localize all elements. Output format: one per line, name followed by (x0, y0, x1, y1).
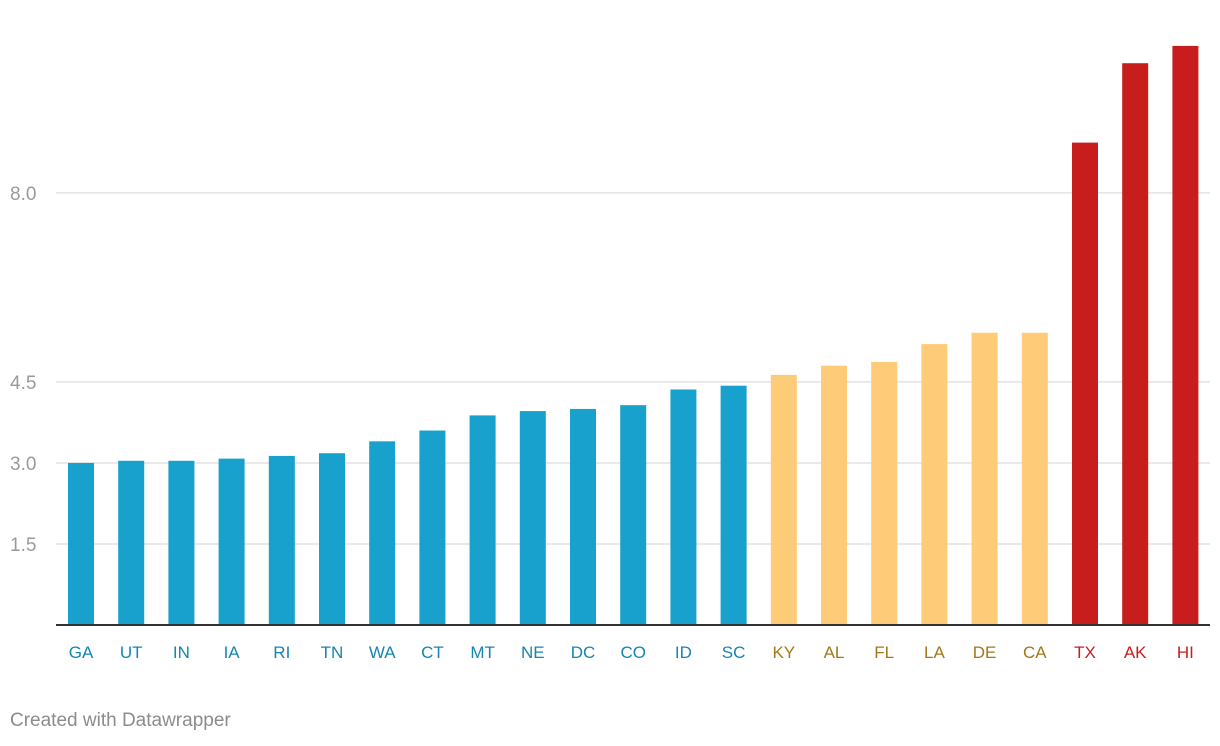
bar-chart: 1.5 3.0 4.5 8.0 GA UT IN IA RI TN WA CT MT NE DC CO ID S… (10, 45, 1210, 662)
bar-ky[interactable] (770, 374, 797, 625)
category-labels: GA UT IN IA RI TN WA CT MT NE DC CO ID SC KY AL FL LA DE CA… (69, 643, 1194, 662)
x-label-co: CO (620, 643, 646, 662)
x-label-hi: HI (1177, 643, 1194, 662)
x-label-id: ID (675, 643, 692, 662)
bar-wa[interactable] (369, 441, 396, 625)
bar-ak[interactable] (1122, 63, 1149, 625)
x-label-ky: KY (772, 643, 795, 662)
bar-ga[interactable] (68, 462, 94, 625)
bar-co[interactable] (620, 405, 647, 625)
bar-tx[interactable] (1072, 142, 1098, 625)
bar-la[interactable] (921, 344, 948, 625)
x-label-dc: DC (571, 643, 596, 662)
bar-fl[interactable] (871, 361, 898, 625)
x-label-ia: IA (224, 643, 241, 662)
x-label-sc: SC (722, 643, 746, 662)
x-label-ga: GA (69, 643, 94, 662)
bar-hi[interactable] (1172, 45, 1199, 626)
bar-ct[interactable] (419, 430, 446, 625)
y-tick-label: 4.5 (10, 373, 36, 394)
x-label-ak: AK (1124, 643, 1147, 662)
bar-dc[interactable] (570, 408, 596, 625)
bar-in[interactable] (168, 460, 195, 625)
x-label-ne: NE (521, 643, 545, 662)
bars (68, 45, 1199, 626)
y-tick-label: 3.0 (10, 454, 36, 475)
y-tick-label: 8.0 (10, 184, 36, 205)
bar-ri[interactable] (268, 455, 295, 625)
x-label-ct: CT (421, 643, 444, 662)
x-label-ri: RI (273, 643, 290, 662)
x-label-tx: TX (1074, 643, 1096, 662)
bar-al[interactable] (821, 365, 847, 625)
y-tick-label: 1.5 (10, 535, 36, 556)
x-label-de: DE (973, 643, 997, 662)
bar-id[interactable] (670, 389, 697, 625)
bar-ca[interactable] (1021, 332, 1048, 625)
datawrapper-credit[interactable]: Created with Datawrapper (10, 710, 231, 731)
bar-tn[interactable] (319, 453, 345, 625)
x-label-tn: TN (321, 643, 344, 662)
bar-mt[interactable] (469, 415, 496, 625)
bar-de[interactable] (971, 332, 998, 625)
bar-ut[interactable] (118, 460, 145, 625)
x-label-al: AL (824, 643, 845, 662)
bar-sc[interactable] (720, 385, 747, 625)
x-label-in: IN (173, 643, 190, 662)
x-label-fl: FL (874, 643, 894, 662)
x-label-la: LA (924, 643, 945, 662)
x-label-ca: CA (1023, 643, 1047, 662)
x-label-ut: UT (120, 643, 143, 662)
bar-ne[interactable] (519, 411, 546, 625)
x-label-wa: WA (369, 643, 396, 662)
x-label-mt: MT (470, 643, 495, 662)
bar-ia[interactable] (218, 458, 245, 625)
